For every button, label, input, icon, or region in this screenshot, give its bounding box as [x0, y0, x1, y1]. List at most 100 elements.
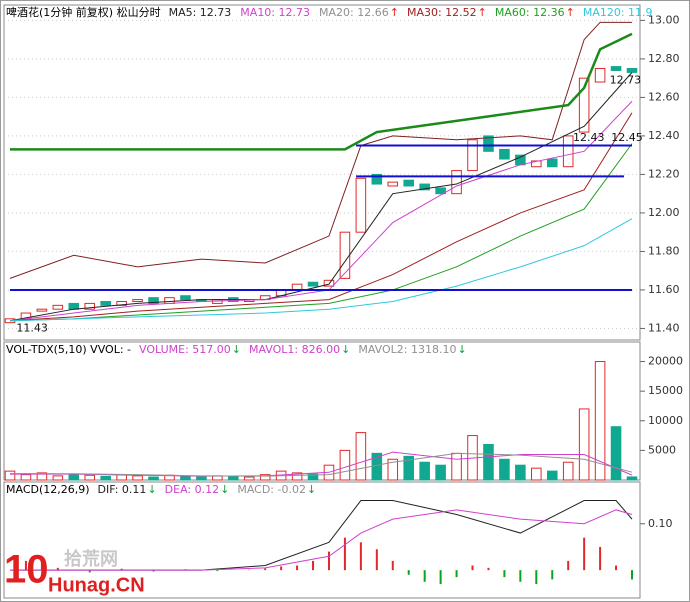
volume-bar	[403, 455, 415, 481]
legend-arrow: ↓	[220, 483, 229, 496]
legend-entry: MA10: 12.73	[240, 6, 310, 19]
volume-bar	[291, 472, 303, 481]
candle	[483, 135, 494, 152]
watermark: 10 拾荒网 Hunag.CN	[4, 548, 145, 597]
legend-arrow: ↓	[307, 483, 316, 496]
volume-bar	[435, 464, 446, 481]
candle	[339, 231, 351, 279]
volume-bar	[515, 464, 526, 481]
panel	[3, 341, 641, 481]
candle	[323, 279, 335, 287]
volume-bar	[387, 458, 399, 481]
legend-entry: MACD: -0.02	[237, 483, 306, 496]
indicator-line	[9, 112, 633, 322]
legend-entry: VOLUME: 517.00	[139, 343, 231, 356]
legend-entry: DEA: 0.12	[165, 483, 219, 496]
y-tick-label: 13.00	[648, 13, 680, 26]
legend-entry: DIF: 0.11	[98, 483, 147, 496]
candle	[100, 300, 111, 306]
candle	[371, 173, 383, 185]
candle	[594, 68, 606, 83]
volume-bar	[52, 475, 64, 481]
candle	[610, 66, 622, 71]
candle	[180, 295, 191, 301]
legend-arrow: ↓	[341, 343, 350, 356]
panel-title: VOL-TDX(5,10) VVOL: -	[6, 343, 131, 356]
annotation: 11.43	[16, 322, 47, 335]
candle	[467, 139, 478, 172]
legend-entry: MA30: 12.52	[407, 6, 477, 19]
y-tick-label: 11.40	[648, 321, 680, 334]
watermark-site: Hunag.CN	[48, 574, 145, 596]
candle	[499, 148, 510, 160]
legend-entry: MA120: 11.9	[583, 6, 653, 19]
volume-bar	[419, 461, 430, 481]
y-tick-label: 12.00	[648, 206, 680, 219]
candle	[546, 158, 558, 168]
volume-bar	[196, 476, 207, 481]
volume-bar	[355, 432, 367, 481]
volume-bar	[20, 474, 32, 481]
y-tick-label: 20000	[648, 355, 683, 368]
volume-bar	[610, 426, 622, 481]
candle	[403, 179, 415, 187]
candle	[626, 68, 638, 73]
y-tick-label: 11.80	[648, 244, 680, 257]
legend-entry: MAVOL1: 826.00	[249, 343, 340, 356]
watermark-number: 10	[4, 548, 49, 592]
volume-bar	[180, 475, 191, 481]
legend-arrow: ↑	[566, 6, 575, 19]
volume-bar	[451, 452, 462, 481]
volume-bar	[4, 470, 16, 481]
candle	[68, 302, 80, 310]
volume-bar	[546, 470, 558, 481]
volume-bar	[148, 476, 159, 481]
volume-bar	[578, 408, 590, 481]
candle	[387, 181, 399, 187]
indicator-line	[10, 32, 633, 151]
candle	[52, 304, 64, 310]
candle	[132, 299, 143, 302]
legend-arrow: ↓	[457, 343, 466, 356]
volume-bar	[307, 473, 319, 481]
y-tick-label: 12.40	[648, 129, 680, 142]
legend-entry: MA20: 12.66	[319, 6, 389, 19]
panel	[3, 481, 641, 599]
candle	[307, 281, 319, 287]
annotation: 12.45	[611, 131, 643, 144]
panel-title: 啤酒花(1分钟 前复权) 松山分时	[6, 5, 161, 19]
volume-bar	[68, 473, 80, 481]
volume-bar	[84, 474, 96, 481]
volume-bar	[483, 443, 494, 481]
candle	[578, 77, 590, 133]
legend-entry: MA60: 12.36	[495, 6, 565, 19]
candle	[84, 302, 96, 310]
candle	[562, 135, 574, 168]
volume-bar	[531, 467, 542, 481]
legend-arrow: ↓	[232, 343, 241, 356]
volume-bar	[36, 472, 48, 481]
panel	[3, 4, 641, 341]
volume-bar	[259, 474, 271, 481]
y-tick-label: 12.80	[648, 52, 680, 65]
volume-bar	[100, 475, 111, 481]
volume-bar	[227, 475, 239, 481]
indicator-line	[9, 218, 633, 322]
indicator-line	[10, 509, 633, 571]
candle	[419, 183, 430, 191]
panel-title: MACD(12,26,9)	[6, 483, 90, 496]
watermark-name: 拾荒网	[64, 548, 118, 569]
volume-bar	[132, 475, 143, 481]
candle	[148, 297, 159, 304]
legend-arrow: ↑	[478, 6, 487, 19]
annotation: 12.73	[610, 73, 642, 86]
legend-arrow: ↑	[390, 6, 399, 19]
volume-bar	[499, 458, 510, 481]
indicator-line	[9, 21, 632, 279]
y-tick-label: 12.20	[648, 167, 680, 180]
volume-bar	[594, 361, 606, 481]
legend-entry: MAVOL2: 1318.10	[358, 343, 456, 356]
y-tick-label: 10000	[648, 414, 683, 427]
candle	[355, 177, 367, 233]
